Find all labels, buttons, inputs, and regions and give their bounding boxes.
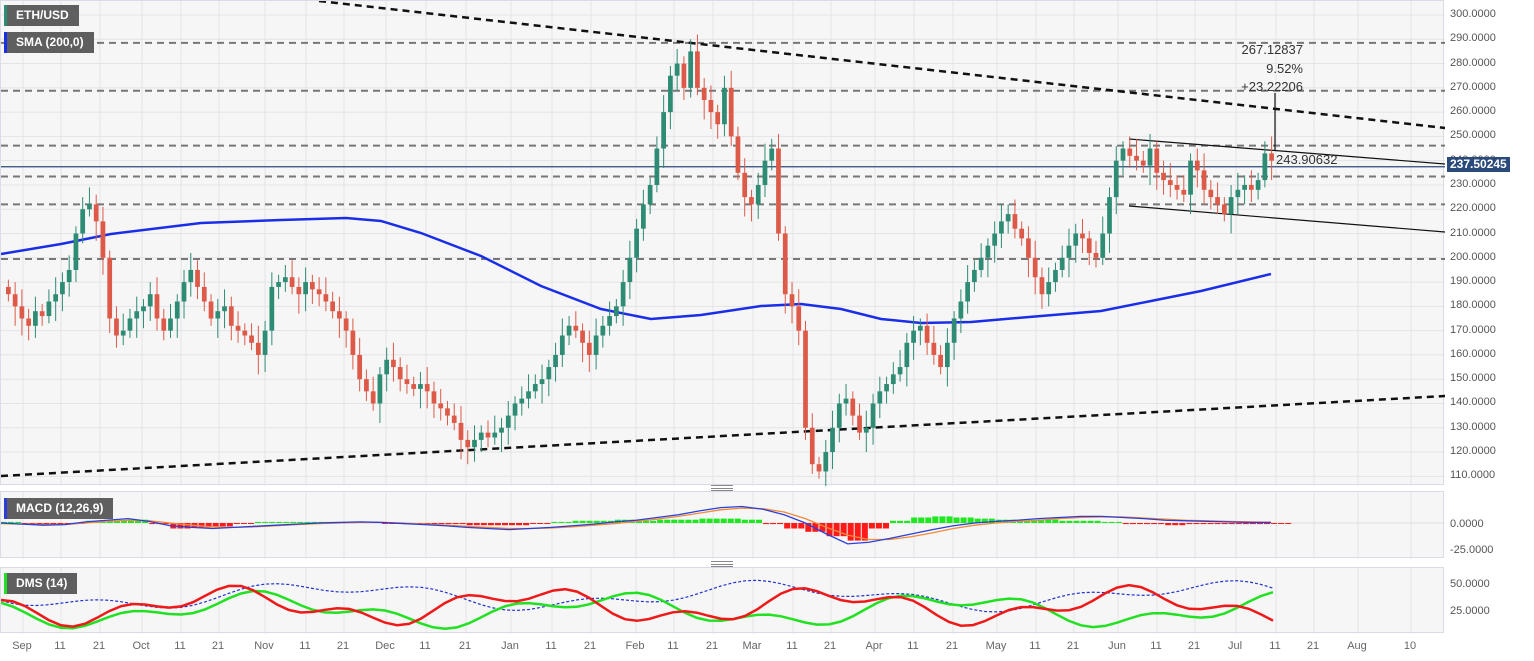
time-axis-label: Jul: [1227, 640, 1243, 652]
time-axis-label: 21: [211, 640, 225, 652]
time-axis-label: 11: [786, 640, 798, 652]
price-axis-label: 260.0000: [1450, 105, 1496, 118]
price-axis-label: 110.0000: [1450, 469, 1496, 482]
time-axis-label: 11: [54, 640, 66, 652]
dms-pane[interactable]: [0, 567, 1444, 634]
price-axis-label: 160.0000: [1450, 347, 1496, 360]
price-axis-label: 200.0000: [1450, 250, 1496, 263]
measure-percent: 9.52%: [1266, 61, 1303, 76]
time-axis-label: 21: [1066, 640, 1080, 652]
time-axis-label: 11: [545, 640, 557, 652]
time-axis-label: Dec: [375, 640, 395, 652]
price-axis-label: 290.0000: [1450, 32, 1496, 45]
price-axis-label: 250.0000: [1450, 129, 1496, 142]
time-axis-label: 11: [299, 640, 311, 652]
time-axis-label: Jan: [501, 640, 519, 652]
macd-pane[interactable]: [0, 491, 1445, 559]
time-axis-label: Aug: [1347, 640, 1367, 652]
price-axis-label: 210.0000: [1450, 226, 1496, 239]
time-axis-label: 11: [419, 640, 431, 652]
price-axis-label: 140.0000: [1450, 396, 1496, 409]
time-axis-label: 10: [1403, 640, 1417, 652]
time-axis-label: Feb: [625, 640, 645, 652]
price-chart-pane[interactable]: [0, 0, 1445, 486]
current-price-tag: 237.50245: [1447, 157, 1510, 172]
time-axis-label: Jun: [1108, 640, 1126, 652]
time-axis-label: 21: [823, 640, 837, 652]
sma-legend[interactable]: SMA (200,0): [4, 32, 94, 53]
time-axis-label: 11: [1029, 640, 1041, 652]
price-chart-canvas[interactable]: [1, 1, 1445, 486]
price-axis-label: 150.0000: [1450, 372, 1496, 385]
time-axis-label: 21: [1187, 640, 1201, 652]
price-axis-label: 270.0000: [1450, 80, 1496, 93]
time-axis-label: 21: [1306, 640, 1320, 652]
macd-canvas: [1, 492, 1445, 559]
measure-delta: +23.22206: [1241, 79, 1303, 94]
time-axis-label: 21: [336, 640, 350, 652]
time-axis-label: Nov: [254, 640, 274, 652]
time-axis-label: 11: [1150, 640, 1162, 652]
time-axis-label: 21: [583, 640, 597, 652]
price-axis-label: 130.0000: [1450, 420, 1496, 433]
time-axis-label: 21: [945, 640, 959, 652]
price-axis-label: 120.0000: [1450, 445, 1496, 458]
time-axis-label: 11: [1269, 640, 1281, 652]
dms-axis-label: 50.0000: [1450, 578, 1490, 590]
macd-axis-label: 0.0000: [1450, 518, 1484, 530]
symbol-legend[interactable]: ETH/USD: [4, 5, 79, 26]
time-axis-label: 11: [174, 640, 186, 652]
price-axis-label: 170.0000: [1450, 323, 1496, 336]
pane-resize-handle[interactable]: [711, 561, 733, 567]
price-axis-label: 190.0000: [1450, 275, 1496, 288]
time-axis-label: Apr: [865, 640, 883, 652]
price-axis-label: 280.0000: [1450, 56, 1496, 69]
dms-axis-label: 25.0000: [1450, 605, 1490, 617]
dms-canvas: [1, 568, 1412, 634]
price-axis-label: 300.0000: [1450, 8, 1496, 20]
price-axis-label: 220.0000: [1450, 202, 1496, 215]
time-axis-label: 11: [907, 640, 919, 652]
time-axis-label: 11: [667, 640, 679, 652]
pane-resize-handle[interactable]: [711, 485, 733, 491]
price-axis-label: 230.0000: [1450, 177, 1496, 190]
price-axis-label: 180.0000: [1450, 299, 1496, 312]
macd-axis-label: -25.0000: [1450, 544, 1494, 556]
dms-legend[interactable]: DMS (14): [4, 573, 78, 594]
time-axis-label: 21: [705, 640, 719, 652]
time-axis-label: 21: [92, 640, 106, 652]
time-axis-label: Oct: [132, 640, 150, 652]
measure-start-value: 243.90632: [1276, 152, 1338, 167]
macd-legend[interactable]: MACD (12,26,9): [4, 498, 114, 519]
time-axis-label: 21: [458, 640, 472, 652]
measure-top-value: 267.12837: [1241, 42, 1303, 57]
time-axis-label: Mar: [742, 640, 762, 652]
time-axis-label: Sep: [12, 640, 32, 652]
time-axis-label: May: [985, 640, 1007, 652]
